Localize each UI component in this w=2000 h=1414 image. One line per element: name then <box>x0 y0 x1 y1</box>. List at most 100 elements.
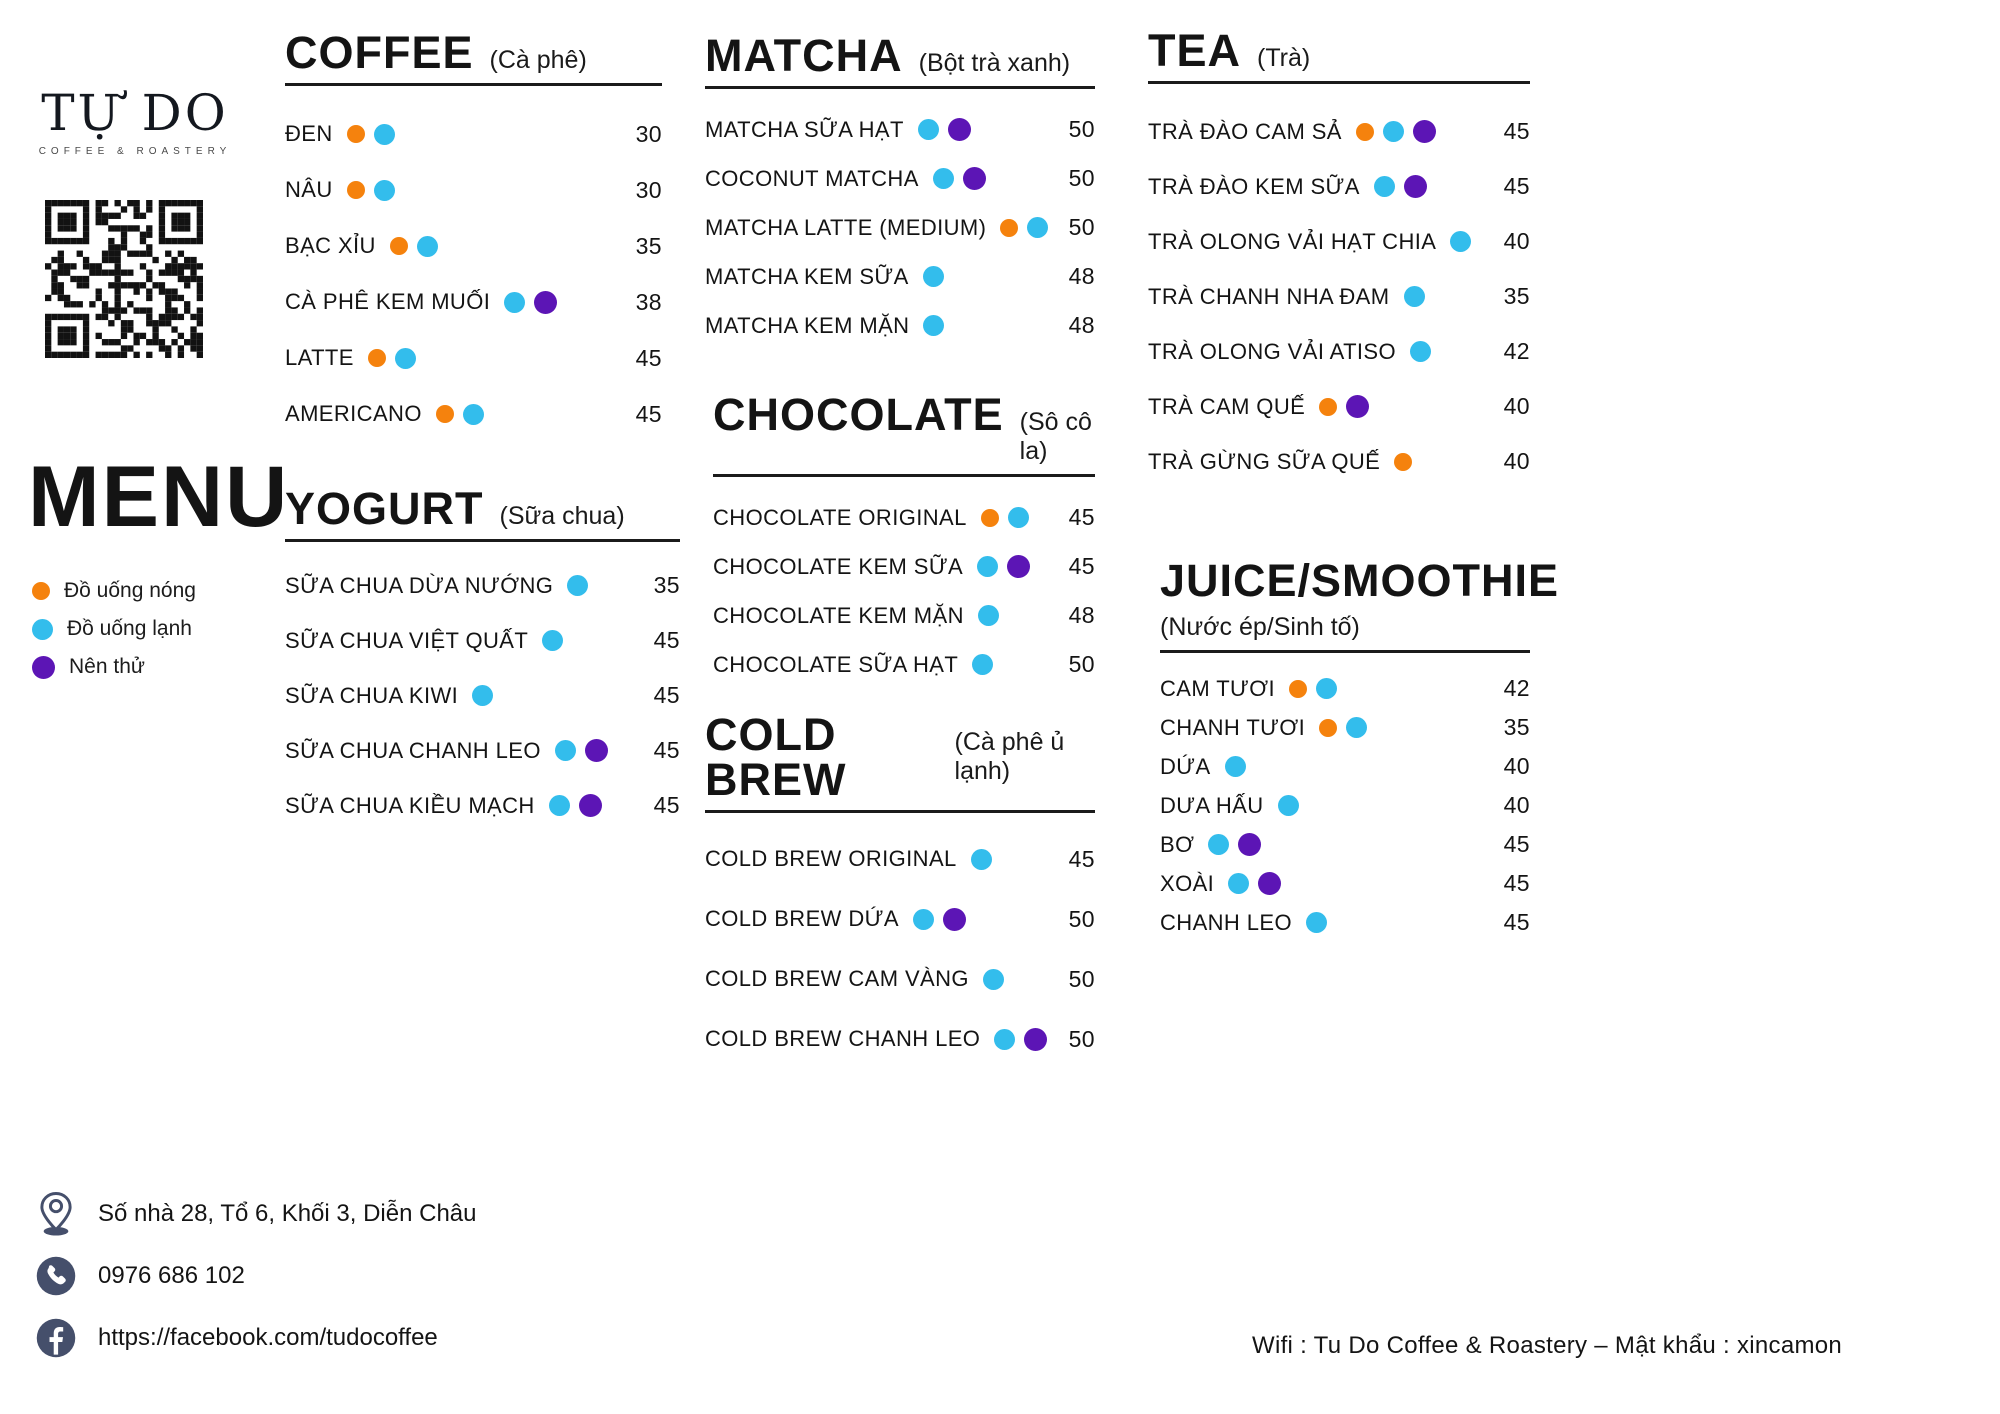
section-matcha: MATCHA (Bột trà xanh) MATCHA SỮA HẠT 50 COCO… <box>705 33 1095 350</box>
item-price: 45 <box>1503 831 1530 857</box>
item-list: COLD BREW ORIGINAL 45 COLD BREW DỨA 50 COLD … <box>705 829 1095 1069</box>
section-header: YOGURT (Sữa chua) <box>285 486 680 542</box>
menu-title: MENU <box>28 449 290 545</box>
section-header: JUICE/SMOOTHIE (Nước ép/Sinh tố) <box>1160 558 1558 653</box>
item-list: SỮA CHUA DỪA NƯỚNG 35 SỮA CHUA VIỆT QUẤT 45… <box>285 558 680 833</box>
hot-dot <box>1000 218 1019 237</box>
phone-row: 0976 686 102 <box>34 1250 476 1302</box>
try-dot <box>1024 1027 1048 1051</box>
item-price: 50 <box>1068 965 1095 992</box>
section-subtitle: (Cà phê ủ lạnh) <box>954 728 1065 785</box>
item-price: 30 <box>635 120 662 147</box>
section-title: MATCHA <box>705 30 903 81</box>
section-juice-smoothie: JUICE/SMOOTHIE (Nước ép/Sinh tố) CAM TƯƠI 4… <box>1160 558 1558 942</box>
hot-dot <box>1355 122 1374 141</box>
item-name: SỮA CHUA DỪA NƯỚNG <box>285 572 554 598</box>
item-price: 45 <box>653 627 680 653</box>
item-name: SỮA CHUA CHANH LEO <box>285 737 541 763</box>
menu-item: NÂU 30 <box>285 162 662 218</box>
legend: Đồ uống nóng Đồ uống lạnh Nên thử <box>32 572 196 686</box>
item-name: TRÀ ĐÀO KEM SỮA <box>1148 173 1360 199</box>
cold-dot <box>416 235 438 257</box>
menu-item: TRÀ OLONG VẢI HẠT CHIA 40 <box>1148 214 1530 269</box>
cold-dot <box>994 1028 1016 1050</box>
item-name: BƠ <box>1160 831 1195 857</box>
menu-item: COLD BREW DỨA 50 <box>705 889 1095 949</box>
try-dot <box>962 167 986 190</box>
item-list: CAM TƯƠI 42 CHANH TƯƠI 35 DỨA 40 DƯA HẤU 40 BƠ 45… <box>1160 669 1530 942</box>
cold-dot <box>462 403 484 425</box>
item-price: 42 <box>1503 675 1530 701</box>
menu-item: DƯA HẤU 40 <box>1160 786 1530 825</box>
item-name: DƯA HẤU <box>1160 792 1264 818</box>
section-title: COLD BREW <box>705 709 847 805</box>
item-price: 45 <box>1068 553 1095 579</box>
section-chocolate: CHOCOLATE (Sô cô la) CHOCOLATE ORIGINAL 45 C… <box>713 392 1095 689</box>
legend-label: Đồ uống lạnh <box>67 617 192 640</box>
cold-dot <box>1228 873 1250 894</box>
cold-dot <box>912 908 934 930</box>
section-subtitle: (Cà phê) <box>489 46 587 74</box>
cold-dot <box>917 119 939 140</box>
menu-item: CHANH TƯƠI 35 <box>1160 708 1530 747</box>
item-price: 40 <box>1503 393 1530 419</box>
item-name: COLD BREW DỨA <box>705 906 899 931</box>
menu-item: TRÀ CAM QUẾ 40 <box>1148 379 1530 434</box>
hot-dot <box>1394 452 1413 471</box>
section-title: YOGURT <box>285 483 484 534</box>
item-name: MATCHA KEM MẶN <box>705 312 910 338</box>
menu-item: XOÀI 45 <box>1160 864 1530 903</box>
section-header: COFFEE (Cà phê) <box>285 30 662 86</box>
item-name: TRÀ CHANH NHA ĐAM <box>1148 283 1390 309</box>
menu-item: BƠ 45 <box>1160 825 1530 864</box>
cold-dot <box>977 605 999 626</box>
item-name: TRÀ CAM QUẾ <box>1148 393 1306 419</box>
menu-item: CHOCOLATE KEM MẶN 48 <box>713 591 1095 640</box>
item-price: 45 <box>653 792 680 818</box>
menu-item: SỮA CHUA VIỆT QUẤT 45 <box>285 613 680 668</box>
legend-item: Đồ uống lạnh <box>32 610 196 648</box>
item-name: CAM TƯƠI <box>1160 675 1276 701</box>
item-price: 35 <box>653 572 680 598</box>
section-subtitle: (Nước ép/Sinh tố) <box>1160 613 1360 641</box>
brand-logo: TỰ DO COFFEE & ROASTERY <box>30 88 240 157</box>
item-price: 45 <box>1068 504 1095 530</box>
hot-dot <box>346 125 365 143</box>
item-name: COLD BREW CAM VÀNG <box>705 966 969 991</box>
brand-tagline: COFFEE & ROASTERY <box>38 146 232 157</box>
item-name: COCONUT MATCHA <box>705 165 919 191</box>
try-dot <box>1346 395 1370 418</box>
menu-item: MATCHA KEM SỮA 48 <box>705 252 1095 301</box>
menu-item: SỮA CHUA DỪA NƯỚNG 35 <box>285 558 680 613</box>
item-name: CHOCOLATE KEM SỮA <box>713 553 964 579</box>
item-name: SỮA CHUA KIWI <box>285 682 459 708</box>
section-tea: TEA (Trà) TRÀ ĐÀO CAM SẢ 45 TRÀ ĐÀO KEM SỮA 4… <box>1148 28 1530 489</box>
item-name: LATTE <box>285 345 354 370</box>
cold-dot <box>373 123 395 145</box>
try-dot <box>1238 833 1262 856</box>
cold-dot <box>1450 231 1472 252</box>
cold-dot <box>1305 912 1327 933</box>
item-name: NÂU <box>285 177 333 202</box>
try-dot <box>534 290 558 314</box>
location-pin-icon <box>34 1191 78 1236</box>
menu-item: MATCHA KEM MẶN 48 <box>705 301 1095 350</box>
hot-dot <box>1319 397 1338 416</box>
item-list: CHOCOLATE ORIGINAL 45 CHOCOLATE KEM SỮA 45 C… <box>713 493 1095 689</box>
item-price: 45 <box>1503 870 1530 896</box>
section-header: COLD BREW (Cà phê ủ lạnh) <box>705 712 1095 813</box>
item-name: DỨA <box>1160 753 1211 779</box>
item-name: COLD BREW CHANH LEO <box>705 1026 981 1051</box>
hot-dot <box>980 508 999 527</box>
item-price: 50 <box>1068 116 1095 142</box>
menu-item: COLD BREW CHANH LEO 50 <box>705 1009 1095 1069</box>
address-row: Số nhà 28, Tổ 6, Khối 3, Diễn Châu <box>34 1188 476 1240</box>
cold-dot <box>554 740 576 761</box>
legend-label: Đồ uống nóng <box>64 579 196 602</box>
facebook-icon <box>34 1316 78 1360</box>
item-price: 30 <box>635 176 662 203</box>
item-price: 40 <box>1503 792 1530 818</box>
item-price: 42 <box>1503 338 1530 364</box>
cold-dot <box>1224 756 1246 777</box>
section-yogurt: YOGURT (Sữa chua) SỮA CHUA DỪA NƯỚNG 35 SỮA … <box>285 486 680 833</box>
